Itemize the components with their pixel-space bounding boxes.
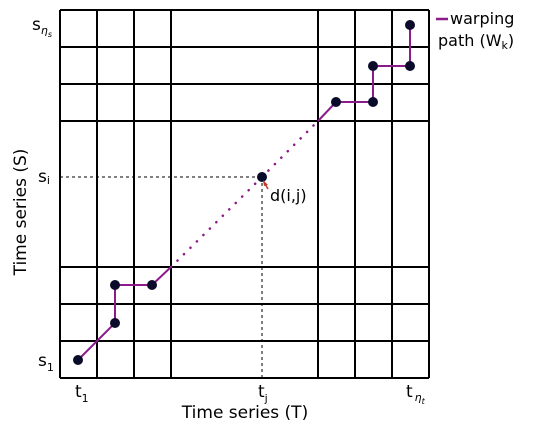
y-tick-si: si: [38, 167, 50, 187]
x-tick-t1: t1: [75, 382, 89, 405]
y-tick-s1: s1: [38, 351, 54, 374]
guide-lines: [60, 176, 263, 378]
path-point: [110, 318, 120, 328]
y-tick-sn: sηs: [32, 15, 52, 39]
path-point: [405, 20, 415, 30]
path-point: [73, 355, 83, 365]
warping-path-points: [73, 20, 415, 365]
cost-matrix-grid: [59, 9, 430, 379]
warping-path-dotted: [169, 119, 320, 269]
warping-path-solid: [77, 25, 411, 361]
path-point: [147, 280, 157, 290]
path-point-ij: [257, 172, 267, 182]
x-axis-title: Time series (T): [181, 403, 308, 423]
legend-line2: path (Wk): [438, 31, 514, 52]
middle-thin-lines: [170, 120, 318, 267]
path-point: [331, 97, 341, 107]
path-point: [368, 97, 378, 107]
legend-line1: warping: [450, 9, 514, 28]
path-point: [110, 280, 120, 290]
legend: warping path (Wk): [436, 9, 514, 52]
cell-arrow-icon: [263, 180, 269, 190]
cell-label: d(i,j): [270, 186, 307, 205]
x-tick-tj: tj: [258, 382, 268, 405]
y-axis-title: Time series (S): [11, 149, 31, 277]
path-point: [368, 61, 378, 71]
x-tick-tn: t ηt: [406, 382, 426, 406]
path-point: [405, 61, 415, 71]
